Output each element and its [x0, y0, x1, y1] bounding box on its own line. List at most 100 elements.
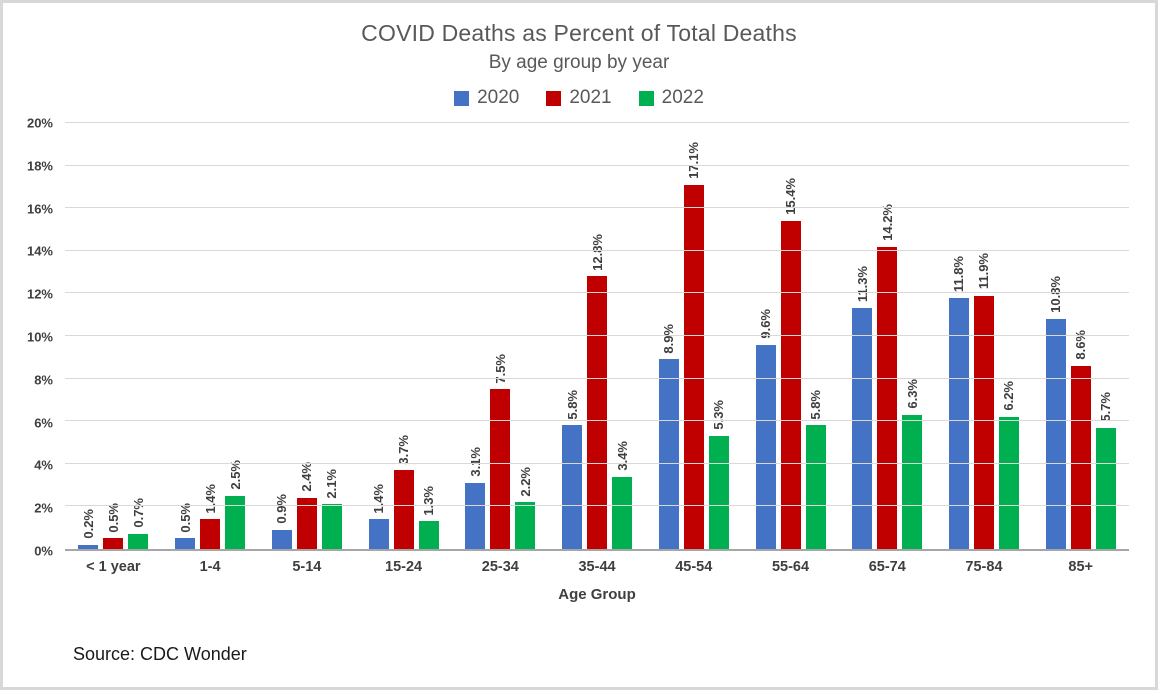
legend-label: 2021: [569, 87, 612, 108]
bar-column: 2.2%: [515, 123, 536, 549]
y-tick-label: 8%: [34, 372, 53, 388]
bar-group: 1.4% 3.7% 1.3%: [355, 123, 452, 549]
bar-data-label: 12.8%: [589, 233, 605, 271]
bar-data-label: 0.9%: [274, 494, 290, 524]
bar-data-label: 6.2%: [1001, 381, 1017, 411]
bar-column: 0.5%: [175, 123, 196, 549]
bar-group: 11.8% 11.9% 6.2%: [936, 123, 1033, 549]
bar-2020: [465, 482, 486, 549]
bar-2021: [296, 497, 317, 549]
y-tick-label: 6%: [34, 415, 53, 431]
bar-data-label: 0.5%: [105, 502, 121, 533]
x-tick-label: 55-64: [771, 559, 810, 575]
bar-data-label: 0.2%: [80, 509, 96, 539]
bar-data-label: 2.2%: [517, 466, 533, 497]
source-note: Source: CDC Wonder: [73, 644, 247, 664]
bar-2020: [948, 297, 969, 549]
bar-column: 9.6%: [755, 123, 776, 549]
legend-label: 2022: [661, 87, 704, 108]
bar-data-label: 5.8%: [564, 389, 580, 420]
bar-column: 2.4%: [296, 123, 317, 549]
gridline: [65, 292, 1129, 294]
plot-area: 0.2% 0.5% 0.7% 0.5% 1.4% 2.5% 0.9% 2.4% 2.1% 1.4%…: [65, 122, 1129, 551]
x-tick-label: 35-44: [578, 559, 616, 575]
x-tick-label: 65-74: [868, 559, 906, 575]
chart-legend: 2020 2021 2022: [3, 87, 1155, 109]
bar-2020: [78, 544, 99, 549]
x-tick-label: < 1 year: [86, 559, 141, 575]
bar-group: 0.2% 0.5% 0.7%: [65, 123, 162, 549]
bar-column: 5.3%: [708, 123, 729, 549]
bar-data-label: 11.9%: [976, 253, 992, 290]
bar-2020: [562, 425, 583, 549]
bar-group: 0.5% 1.4% 2.5%: [162, 123, 259, 549]
y-tick-label: 10%: [26, 329, 53, 345]
bar-data-label: 0.7%: [130, 498, 146, 529]
bar-2021: [490, 389, 511, 549]
bar-2020: [658, 359, 679, 549]
legend-swatch: [546, 90, 562, 106]
bar-2021: [587, 276, 608, 549]
legend-item: 2020: [454, 87, 519, 109]
x-tick-label: 75-84: [965, 559, 1003, 575]
bar-column: 1.3%: [418, 123, 439, 549]
bar-data-label: 10.8%: [1048, 276, 1064, 313]
bar-column: 0.7%: [128, 123, 149, 549]
bar-column: 0.5%: [103, 123, 124, 549]
bar-column: 5.7%: [1095, 123, 1116, 549]
bar-2022: [998, 416, 1019, 549]
bar-data-label: 1.4%: [202, 483, 218, 514]
gridline: [65, 207, 1129, 209]
x-tick-label: 1-4: [199, 559, 221, 575]
bar-2020: [1045, 318, 1066, 549]
gridline: [65, 249, 1129, 251]
bar-2020: [368, 519, 389, 549]
bar-2022: [1095, 427, 1116, 549]
chart-subtitle: By age group by year: [488, 52, 670, 73]
bar-2022: [805, 425, 826, 549]
y-axis: 0% 2% 4% 6% 8% 10% 12% 14% 16% 18% 20%: [3, 116, 65, 559]
bar-data-label: 2.4%: [299, 462, 315, 492]
bar-data-label: 0.5%: [177, 502, 193, 533]
bar-column: 7.5%: [490, 123, 511, 549]
bar-data-label: 3.4%: [614, 440, 630, 471]
bar-2021: [973, 295, 994, 549]
x-axis: < 1 year 1-4 5-14 15-24 25-34 35-44 45-54 55-64…: [65, 551, 1129, 575]
bar-column: 11.9%: [973, 123, 994, 549]
bar-2021: [393, 470, 414, 549]
bar-group: 5.8% 12.8% 3.4%: [549, 123, 646, 549]
bar-data-label: 7.5%: [492, 353, 508, 384]
x-axis-title: Age Group: [558, 586, 636, 603]
bar-2022: [708, 436, 729, 549]
bar-column: 8.6%: [1070, 123, 1091, 549]
legend-swatch: [454, 90, 470, 106]
bar-column: 11.3%: [852, 123, 873, 549]
bar-data-label: 2.1%: [324, 468, 340, 499]
gridline: [65, 122, 1129, 123]
bar-2022: [128, 534, 149, 549]
x-tick-label: 5-14: [292, 559, 322, 575]
bar-2022: [321, 504, 342, 549]
bar-data-label: 14.2%: [879, 203, 895, 241]
bar-column: 0.2%: [78, 123, 99, 549]
bar-data-label: 6.3%: [904, 379, 920, 409]
bar-group: 3.1% 7.5% 2.2%: [452, 123, 549, 549]
bar-2020: [175, 538, 196, 549]
bar-column: 3.7%: [393, 123, 414, 549]
bar-data-label: 15.4%: [783, 178, 798, 215]
bar-data-label: 1.4%: [371, 483, 387, 514]
bar-column: 5.8%: [562, 123, 583, 549]
bar-column: 12.8%: [587, 123, 608, 549]
bar-group: 9.6% 15.4% 5.8%: [742, 123, 839, 549]
bar-data-label: 2.5%: [227, 460, 243, 490]
bar-2021: [1070, 365, 1091, 549]
bar-2021: [780, 220, 801, 549]
bar-column: 0.9%: [271, 123, 292, 549]
x-tick-label: 15-24: [385, 559, 423, 575]
bar-column: 15.4%: [780, 123, 801, 549]
legend-item: 2021: [546, 87, 612, 109]
bar-2022: [418, 521, 439, 549]
chart-region: 0% 2% 4% 6% 8% 10% 12% 14% 16% 18% 20% 0.2% 0.5% 0.7…: [3, 116, 1155, 559]
y-tick-label: 16%: [26, 201, 53, 217]
